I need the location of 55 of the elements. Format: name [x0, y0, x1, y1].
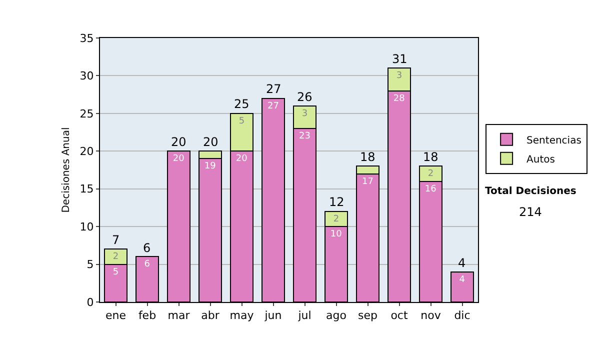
y-tick-label: 0 [86, 296, 94, 309]
x-tick-label: sep [358, 309, 378, 322]
total-label: 20 [171, 135, 186, 149]
legend-label: Autos [526, 154, 555, 166]
x-tick-label: nov [420, 309, 442, 322]
x-tick-label: ene [105, 309, 126, 322]
y-tick-label: 20 [80, 144, 94, 158]
text: 214 [519, 205, 542, 219]
data-label: 28 [393, 94, 406, 104]
data-label: 20 [236, 154, 248, 164]
data-label: 6 [144, 260, 150, 270]
data-label: 17 [362, 176, 374, 187]
total-label: 6 [143, 241, 151, 255]
y-tick-label: 30 [80, 70, 94, 83]
x-tick-label: abr [201, 309, 220, 322]
data-label: 10 [330, 230, 342, 240]
data-label: 4 [459, 274, 466, 285]
data-label: 3 [302, 108, 308, 119]
total-label: 18 [423, 150, 438, 164]
total-label: 12 [329, 195, 344, 209]
data-label: 3 [396, 71, 402, 82]
total-label: 20 [203, 135, 218, 149]
data-label: 5 [112, 267, 119, 278]
data-label: 23 [299, 132, 310, 142]
x-tick-label: may [230, 309, 254, 322]
total-label: 27 [266, 82, 282, 96]
x-tick-label: oct [390, 309, 408, 322]
x-tick-label: dic [454, 309, 470, 322]
legend-label: Sentencias [526, 135, 582, 146]
data-label: 5 [238, 116, 245, 126]
total-label: 18 [360, 150, 376, 164]
data-label: 20 [172, 154, 185, 164]
text: Total Decisiones [485, 186, 576, 197]
total-label: 4 [458, 256, 466, 270]
data-label: 2 [428, 169, 434, 180]
y-tick-label: 25 [80, 107, 94, 120]
data-label: 2 [333, 214, 340, 224]
x-tick-label: ago [326, 309, 347, 322]
total-label: 25 [234, 97, 250, 111]
data-label: 19 [204, 162, 216, 172]
x-tick-label: feb [138, 309, 156, 322]
data-label: 27 [268, 101, 279, 112]
x-tick-label: jul [297, 309, 312, 322]
total-label: 31 [392, 52, 408, 66]
y-tick-label: 35 [80, 32, 94, 45]
data-label: 16 [424, 184, 437, 194]
x-tick-label: jun [264, 309, 282, 322]
y-axis-title: Decisiones Anual [60, 127, 72, 213]
y-tick-label: 15 [80, 182, 94, 196]
total-label: 7 [112, 233, 120, 247]
x-tick-label: mar [168, 309, 190, 322]
y-tick-label: 5 [86, 258, 94, 272]
data-label: 2 [112, 252, 119, 262]
y-tick-label: 10 [80, 220, 94, 234]
total-label: 26 [297, 90, 312, 104]
